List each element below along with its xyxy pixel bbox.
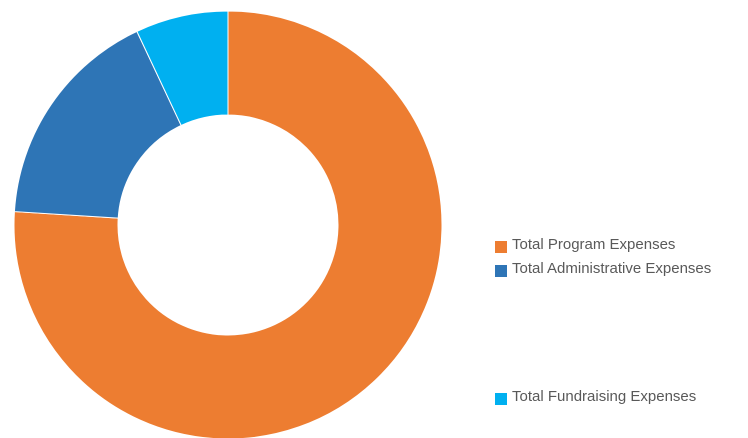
legend-item: Total Program Expenses <box>495 236 745 258</box>
legend-label: Total Administrative Expenses <box>512 260 712 277</box>
legend-item: Total Fundraising Expenses <box>495 388 745 410</box>
legend-swatch <box>495 393 507 405</box>
donut-segment <box>136 10 229 127</box>
donut-segment <box>13 10 443 438</box>
legend-swatch <box>495 241 507 253</box>
legend-label: Total Program Expenses <box>512 236 676 253</box>
legend-label: Total Fundraising Expenses <box>512 388 697 405</box>
donut-segment <box>13 30 182 219</box>
legend-swatch <box>495 265 507 277</box>
legend-item: Total Administrative Expenses <box>495 260 745 282</box>
